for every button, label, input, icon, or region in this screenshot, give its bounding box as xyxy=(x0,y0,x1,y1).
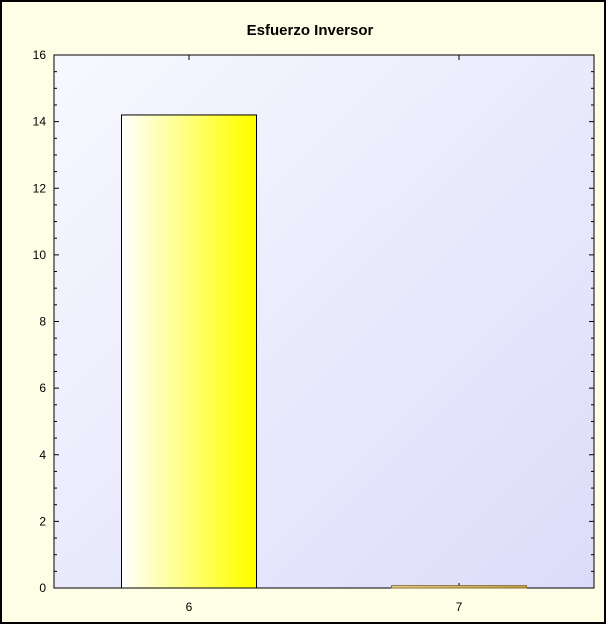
x-tick-label: 7 xyxy=(456,600,463,614)
y-tick-label: 14 xyxy=(33,115,47,129)
bar-6 xyxy=(121,114,257,589)
y-tick-label: 16 xyxy=(33,48,47,62)
y-tick-label: 8 xyxy=(39,315,46,329)
y-tick-label: 0 xyxy=(39,581,46,595)
y-tick-label: 6 xyxy=(39,381,46,395)
y-tick-label: 10 xyxy=(33,248,47,262)
y-tick-label: 12 xyxy=(33,181,47,195)
bar-7 xyxy=(391,585,527,589)
y-tick-label: 4 xyxy=(39,448,46,462)
x-tick-label: 6 xyxy=(186,600,193,614)
chart-title: Esfuerzo Inversor xyxy=(246,22,374,39)
y-tick-label: 2 xyxy=(39,514,46,528)
